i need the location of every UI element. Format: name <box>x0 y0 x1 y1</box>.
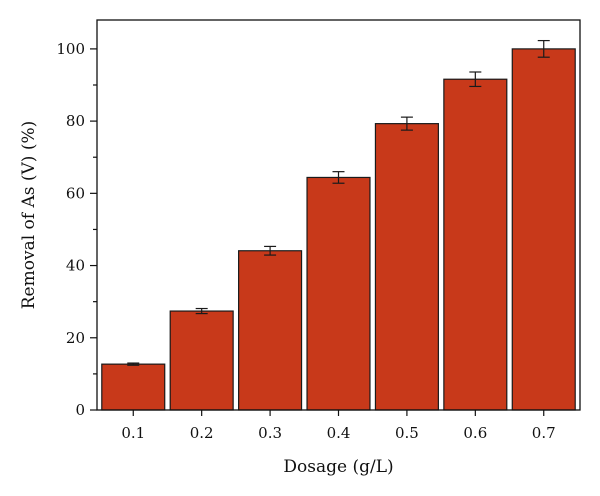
x-tick-label-0.5: 0.5 <box>395 424 419 442</box>
y-tick-label-40: 40 <box>66 257 85 275</box>
bars-layer <box>101 48 576 411</box>
bar-0.3 <box>238 250 303 411</box>
x-tick-label-0.1: 0.1 <box>121 424 145 442</box>
x-axis-title: Dosage (g/L) <box>283 457 393 477</box>
y-tick-label-20: 20 <box>66 329 85 347</box>
x-tick-label-0.7: 0.7 <box>532 424 556 442</box>
bar-0.5 <box>374 123 439 411</box>
y-tick-label-100: 100 <box>56 40 85 58</box>
y-axis-title: Removal of As (V) (%) <box>19 121 39 310</box>
y-tick-label-80: 80 <box>66 112 85 130</box>
error-bars-layer <box>127 39 550 366</box>
bar-0.2 <box>169 310 234 411</box>
bar-0.1 <box>101 363 166 411</box>
x-tick-label-0.4: 0.4 <box>327 424 351 442</box>
y-tick-label-0: 0 <box>75 401 85 419</box>
x-tick-label-0.3: 0.3 <box>258 424 282 442</box>
bar-0.6 <box>443 78 508 411</box>
axes-layer: 0.1 0.2 0.3 0.4 0.5 0.6 0.7 0 20 40 60 80 100 <box>56 19 581 442</box>
x-tick-label-0.2: 0.2 <box>190 424 214 442</box>
plot-frame <box>96 19 581 411</box>
y-tick-label-60: 60 <box>66 184 85 202</box>
x-tick-label-0.6: 0.6 <box>463 424 487 442</box>
bar-0.7 <box>511 48 576 411</box>
bar-0.4 <box>306 176 371 411</box>
